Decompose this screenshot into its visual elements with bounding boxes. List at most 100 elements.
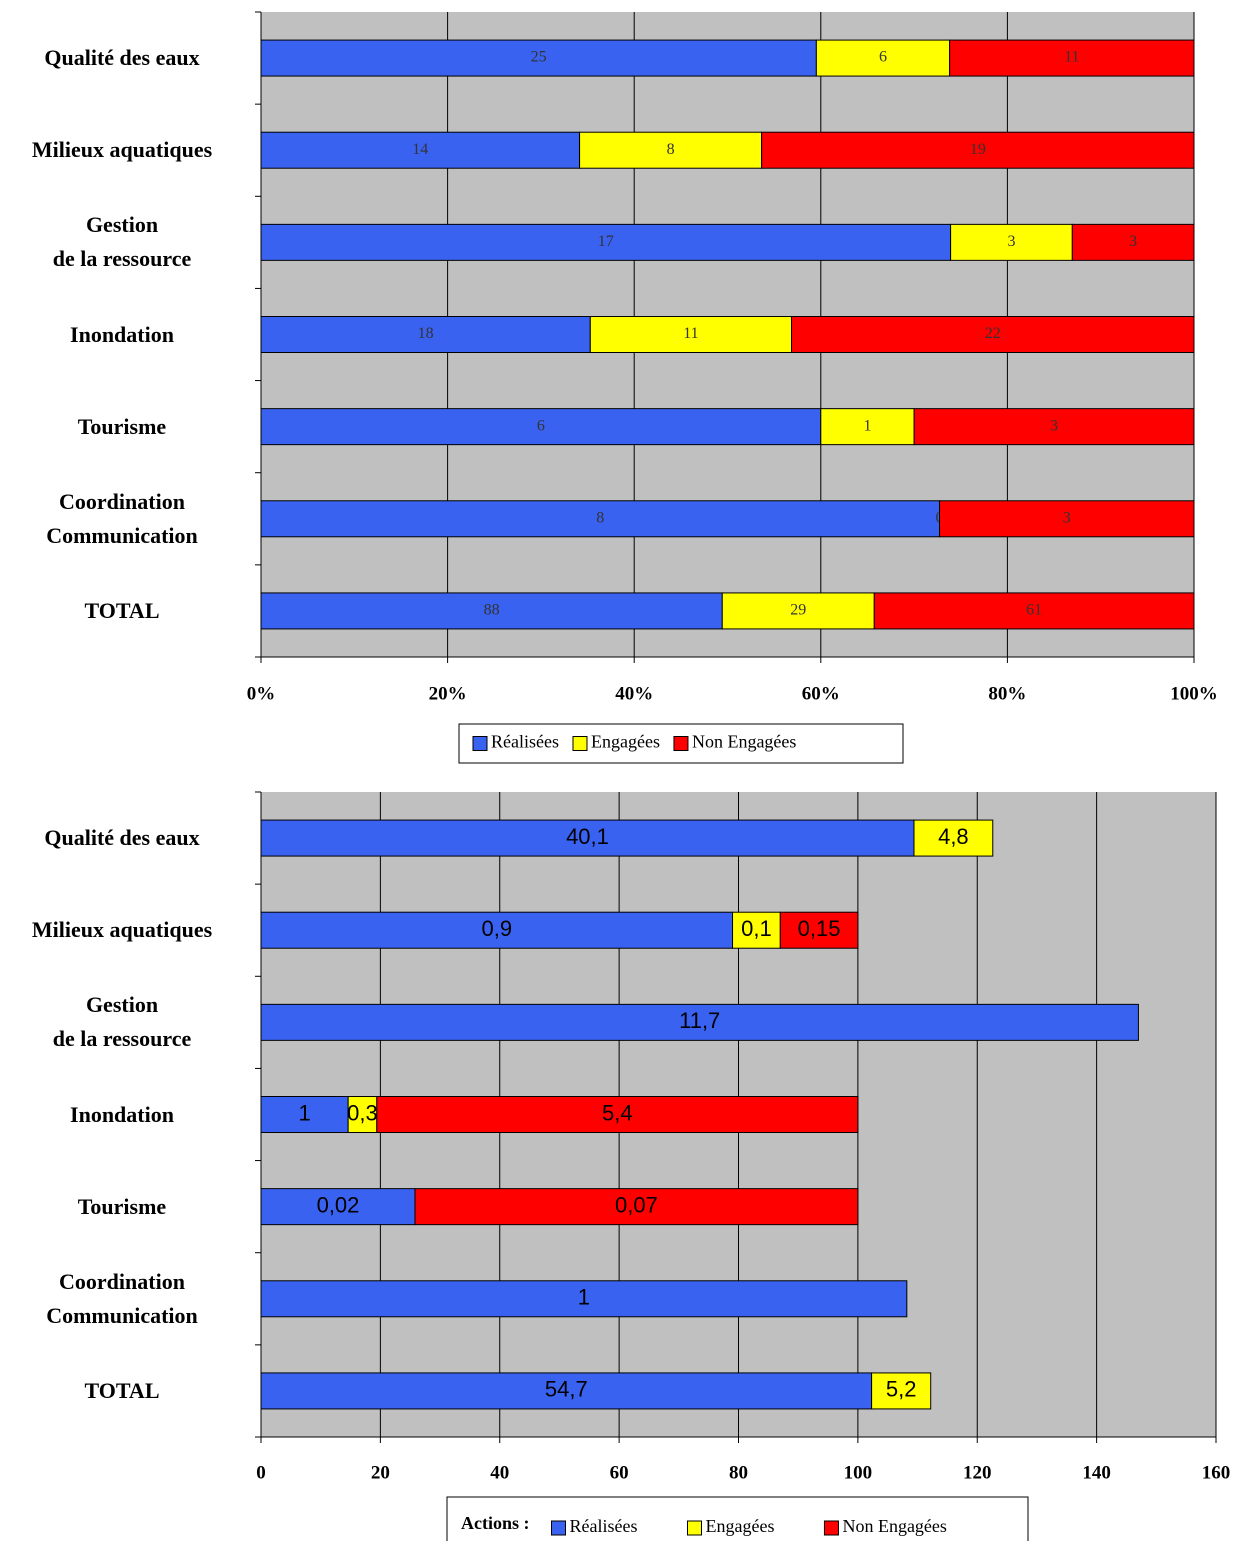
x-tick-label: 20%	[429, 683, 467, 704]
bar-segment	[820, 408, 915, 446]
x-tick-label: 80	[729, 1462, 748, 1483]
category-label: Gestion de la ressource	[52, 992, 192, 1052]
data-label: 3	[1050, 417, 1058, 434]
legend-box	[446, 1496, 1029, 1541]
bar-segment	[579, 131, 763, 169]
data-label: 0,07	[615, 1192, 658, 1217]
data-label: 54,7	[545, 1377, 588, 1402]
data-label: 0,1	[741, 916, 772, 941]
data-label: 11,7	[679, 1008, 720, 1033]
data-label: 0,9	[481, 916, 512, 941]
data-label: 14	[412, 141, 428, 158]
bar-segment	[376, 1096, 859, 1133]
category-label: Gestion de la ressource	[52, 212, 192, 272]
category-label: Coordination Communication	[46, 1268, 198, 1328]
bar-segment	[815, 39, 951, 77]
bar-segment	[260, 1188, 416, 1226]
category-label: Qualité des eaux	[44, 825, 200, 851]
x-tick-label: 60	[610, 1462, 629, 1483]
bar-segment	[260, 592, 723, 630]
data-label: 40,1	[566, 824, 609, 849]
data-label: 3	[1063, 509, 1071, 526]
data-label: 1	[298, 1100, 310, 1125]
bar-segment	[779, 911, 859, 949]
data-label: 11	[683, 325, 698, 342]
data-label: 0,3	[347, 1100, 378, 1125]
bar-segment	[260, 39, 817, 77]
legend-label: Non Engagées	[842, 1516, 946, 1536]
bar-segment	[939, 500, 1195, 538]
data-label: 6	[537, 417, 545, 434]
bar-segment	[414, 1188, 859, 1226]
bar-segment	[260, 408, 822, 446]
x-tick-label: 60%	[802, 683, 840, 704]
bar-segment	[260, 223, 952, 261]
bar-segment	[260, 1280, 908, 1318]
bar-segment	[913, 819, 994, 857]
data-label: 0,15	[798, 916, 841, 941]
category-label: Milieux aquatiques	[31, 917, 213, 943]
legend-title: Actions :	[461, 1513, 530, 1533]
bar-segment	[721, 592, 875, 630]
bar-segment	[260, 1003, 1139, 1041]
data-label: 3	[1007, 233, 1015, 250]
data-label: 8	[667, 141, 675, 158]
bar-segment	[260, 131, 581, 169]
bar-segment	[260, 819, 915, 857]
bar-segment	[1071, 223, 1195, 261]
bar-segment	[871, 1372, 932, 1410]
legend-swatch	[823, 1520, 839, 1536]
legend-swatch	[472, 736, 488, 751]
x-tick-label: 80%	[988, 683, 1026, 704]
legend-label: Engagées	[705, 1516, 774, 1536]
category-label: Qualité des eaux	[44, 45, 200, 71]
data-label: 18	[418, 325, 434, 342]
bar-segment	[589, 316, 793, 353]
data-label: 61	[1026, 602, 1042, 619]
bar-segment	[260, 1372, 873, 1410]
x-tick-label: 120	[963, 1462, 992, 1483]
legend-swatch	[551, 1520, 566, 1536]
x-tick-label: 40%	[615, 683, 653, 704]
x-tick-label: 100%	[1170, 683, 1218, 704]
data-label: 5,2	[886, 1377, 917, 1402]
x-tick-label: 100	[844, 1462, 873, 1483]
data-label: 88	[484, 602, 500, 619]
x-tick-label: 20	[371, 1462, 390, 1483]
data-label: 11	[1064, 49, 1079, 66]
legend-swatch	[686, 1520, 702, 1536]
data-label: 0,02	[317, 1192, 360, 1217]
category-label: Tourisme	[77, 413, 167, 439]
bar-segment	[761, 131, 1195, 169]
data-label: 8	[596, 509, 604, 526]
data-label: 6	[879, 49, 887, 66]
x-tick-label: 40	[490, 1462, 509, 1483]
data-label: 22	[985, 325, 1001, 342]
bar-segment	[950, 223, 1073, 261]
bar-segment	[260, 316, 591, 353]
bar-segment	[949, 39, 1195, 77]
data-label: 17	[598, 233, 614, 250]
category-label: Inondation	[70, 1101, 174, 1127]
legend-swatch	[673, 736, 689, 751]
data-label: 19	[970, 141, 986, 158]
data-label: 5,4	[602, 1100, 633, 1125]
category-label: Milieux aquatiques	[31, 137, 213, 163]
data-label: 3	[1129, 233, 1137, 250]
bar-segment	[791, 316, 1195, 353]
bar-segment	[732, 911, 781, 949]
x-tick-label: 0%	[247, 683, 276, 704]
category-label: Coordination Communication	[46, 488, 198, 548]
legend-label: Réalisées	[491, 732, 559, 752]
legend-label: Engagées	[591, 732, 660, 752]
bar-segment	[913, 408, 1195, 446]
bar-segment	[873, 592, 1195, 630]
x-tick-label: 140	[1082, 1462, 1111, 1483]
data-label: 29	[790, 602, 806, 619]
legend-label: Non Engagées	[692, 732, 796, 752]
category-label: TOTAL	[84, 1377, 160, 1403]
category-label: Tourisme	[77, 1193, 167, 1219]
data-label: 25	[531, 49, 547, 66]
